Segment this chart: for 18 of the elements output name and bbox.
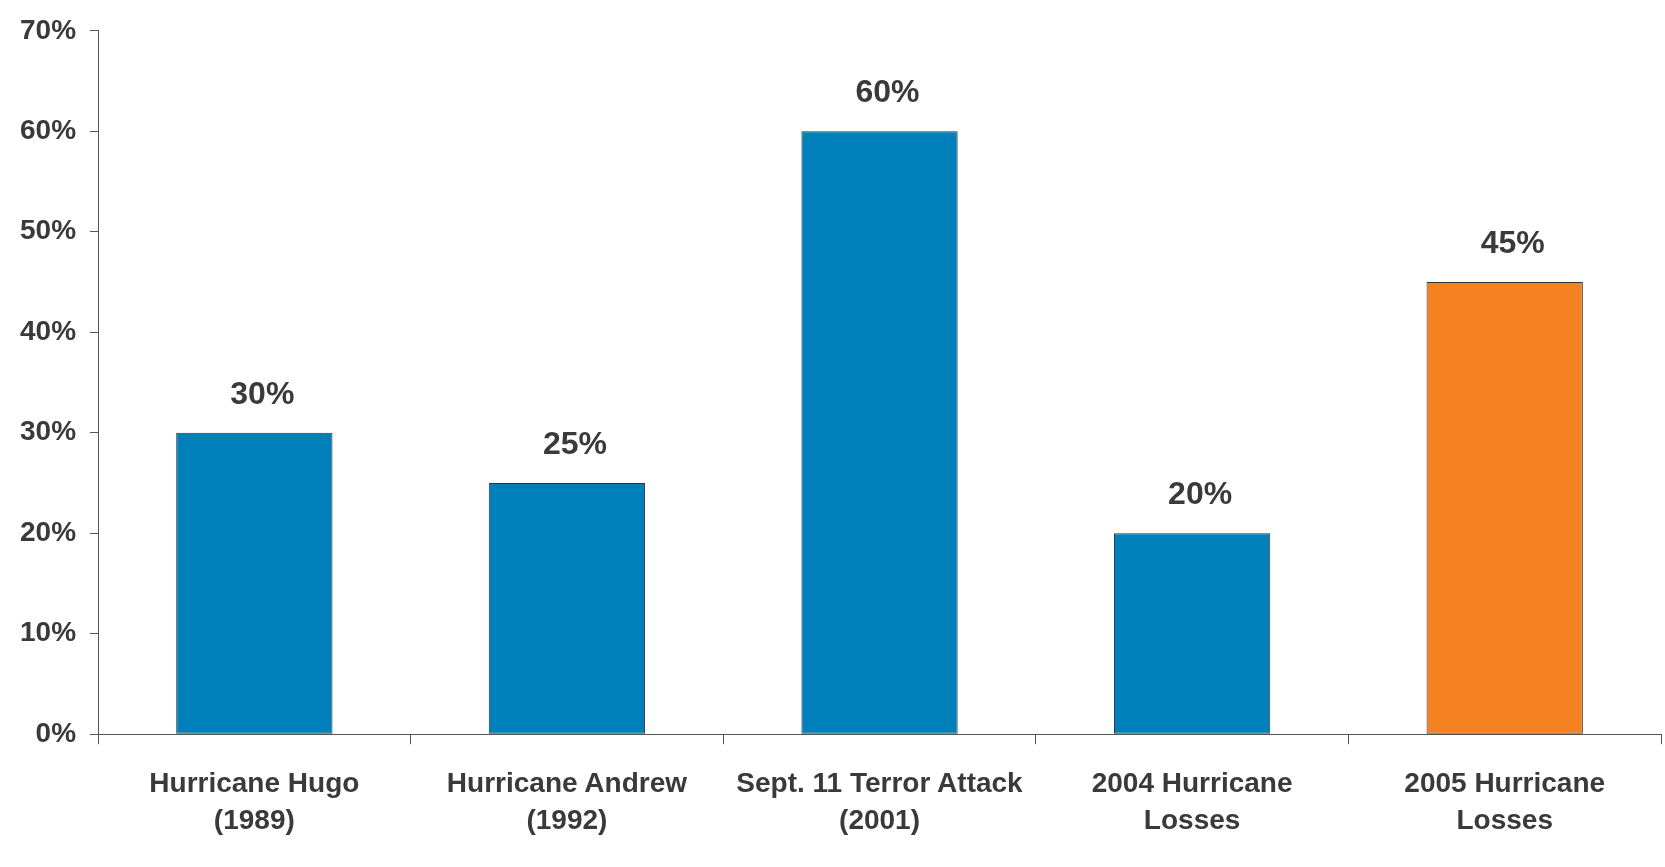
y-tick-label: 70%: [19, 13, 77, 45]
x-tick-label: Hurricane Andrew (1992): [446, 767, 688, 835]
y-tick-label: 30%: [19, 415, 77, 447]
x-tick-label: Hurricane Hugo (1989): [149, 767, 360, 835]
y-tick-label: 10%: [19, 616, 77, 648]
data-label: 45%: [1480, 223, 1545, 260]
y-tick-label: 50%: [19, 214, 77, 246]
data-label: 25%: [542, 424, 607, 461]
data-label: 60%: [855, 73, 920, 110]
x-tick-label: 2004 Hurricane Losses: [1091, 767, 1293, 835]
x-tick-label: Sept. 11 Terror Attack (2001): [736, 767, 1024, 835]
y-tick-label: 20%: [19, 515, 77, 547]
y-tick-label: 40%: [19, 314, 77, 346]
x-tick-label: 2005 Hurricane Losses: [1404, 767, 1606, 835]
y-tick-label: 60%: [19, 114, 77, 145]
data-label: 20%: [1168, 475, 1233, 512]
data-label: 30%: [230, 374, 295, 411]
y-tick-label: 0%: [35, 716, 77, 748]
